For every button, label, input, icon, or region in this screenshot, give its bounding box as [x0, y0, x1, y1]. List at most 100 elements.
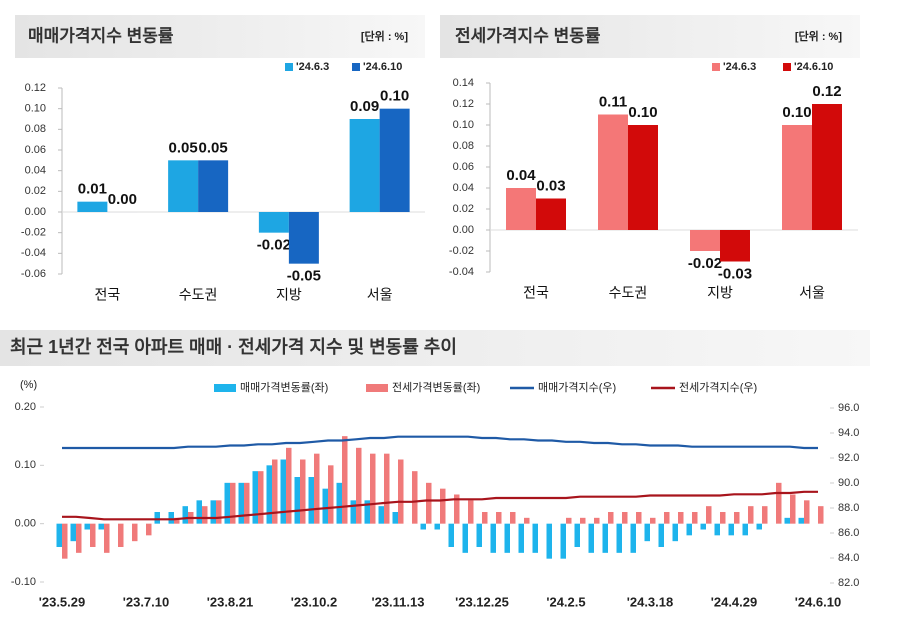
bar [434, 523, 440, 530]
bar [288, 212, 319, 264]
bar [748, 506, 754, 524]
bar [266, 465, 272, 524]
legend-swatch [214, 384, 236, 392]
bar [146, 523, 152, 536]
y-tick-label: 0.04 [25, 165, 46, 177]
y-tick-label: 0.08 [453, 140, 474, 152]
x-tick-label: '23.5.29 [39, 594, 85, 609]
bar [420, 523, 426, 530]
bar [300, 459, 306, 524]
bar [90, 523, 96, 547]
x-tick-label: '24.3.18 [627, 594, 673, 609]
bar [252, 471, 258, 524]
legend-label: '24.6.3 [723, 61, 756, 73]
header-bg [15, 15, 425, 58]
y-axis-label: (%) [20, 379, 37, 391]
bar [728, 523, 734, 536]
value-label: -0.05 [287, 268, 321, 285]
bar [76, 523, 82, 553]
bar [370, 453, 376, 524]
legend-label: '24.6.3 [296, 61, 329, 73]
bar [216, 500, 222, 524]
bar [594, 517, 600, 524]
bar [336, 482, 342, 524]
value-label: -0.02 [257, 237, 291, 254]
bar [574, 523, 580, 547]
x-tick-label: 지방 [276, 287, 302, 303]
y-tick-label: 0.08 [25, 123, 46, 135]
bar [812, 104, 842, 230]
legend-label: 매매가격지수(우) [538, 381, 616, 394]
bar [476, 523, 482, 547]
y-tick-label: 0.10 [453, 119, 474, 131]
bar [720, 512, 726, 524]
bar [440, 488, 446, 524]
bar [202, 506, 208, 524]
legend-label: 매매가격변동률(좌) [240, 381, 328, 394]
value-label: 0.10 [782, 104, 811, 121]
value-label: 0.11 [599, 93, 627, 110]
y2-tick-label: 96.0 [838, 402, 859, 414]
x-tick-label: '23.11.13 [372, 594, 425, 609]
legend-swatch [712, 63, 720, 71]
bar [672, 523, 678, 542]
bar [686, 523, 692, 536]
bar [77, 201, 108, 212]
bar [230, 482, 236, 524]
bar [280, 459, 286, 524]
bar [720, 230, 750, 262]
bar [104, 523, 110, 553]
value-label: 0.09 [350, 98, 379, 115]
bar [692, 512, 698, 524]
bar [196, 500, 202, 524]
bar [412, 471, 418, 524]
bar [756, 523, 762, 530]
bar [546, 523, 552, 559]
bar [314, 453, 320, 524]
bar [294, 477, 300, 524]
bar [622, 512, 628, 524]
bar [258, 471, 264, 524]
bar [98, 523, 104, 530]
bar [349, 119, 380, 212]
bar [154, 512, 160, 524]
header-bg [440, 15, 860, 58]
y2-tick-label: 82.0 [838, 577, 859, 589]
bar [784, 517, 790, 524]
unit-label: [단위 : %] [795, 29, 842, 43]
bar [532, 523, 538, 553]
bar [448, 523, 454, 547]
value-label: 0.03 [536, 177, 565, 194]
value-label: 0.10 [628, 104, 657, 121]
y-tick-label: -0.04 [21, 247, 46, 259]
bar [378, 506, 384, 524]
bar [506, 188, 536, 230]
value-label: -0.02 [688, 255, 722, 272]
bar [714, 523, 720, 536]
bar [238, 482, 244, 524]
bar [356, 447, 362, 524]
x-tick-label: '24.6.10 [795, 594, 841, 609]
bar [118, 523, 124, 547]
bar [790, 494, 796, 524]
bar [328, 465, 334, 524]
y-tick-label: 0.12 [453, 98, 474, 110]
y-tick-label: 0.06 [25, 144, 46, 156]
bar [392, 512, 398, 524]
bar [628, 125, 658, 230]
bar [644, 523, 650, 542]
bar [62, 523, 68, 559]
bar [244, 482, 250, 524]
value-label: 0.05 [199, 139, 228, 156]
x-tick-label: 지방 [707, 285, 733, 301]
x-tick-label: 전국 [523, 285, 549, 301]
bar [566, 517, 572, 524]
bar [426, 482, 432, 524]
legend-swatch [366, 384, 388, 392]
y-tick-label: 0.00 [453, 224, 474, 236]
value-label: 0.00 [108, 191, 137, 208]
bar [804, 500, 810, 524]
legend-swatch [783, 63, 791, 71]
header-bg [0, 330, 870, 366]
